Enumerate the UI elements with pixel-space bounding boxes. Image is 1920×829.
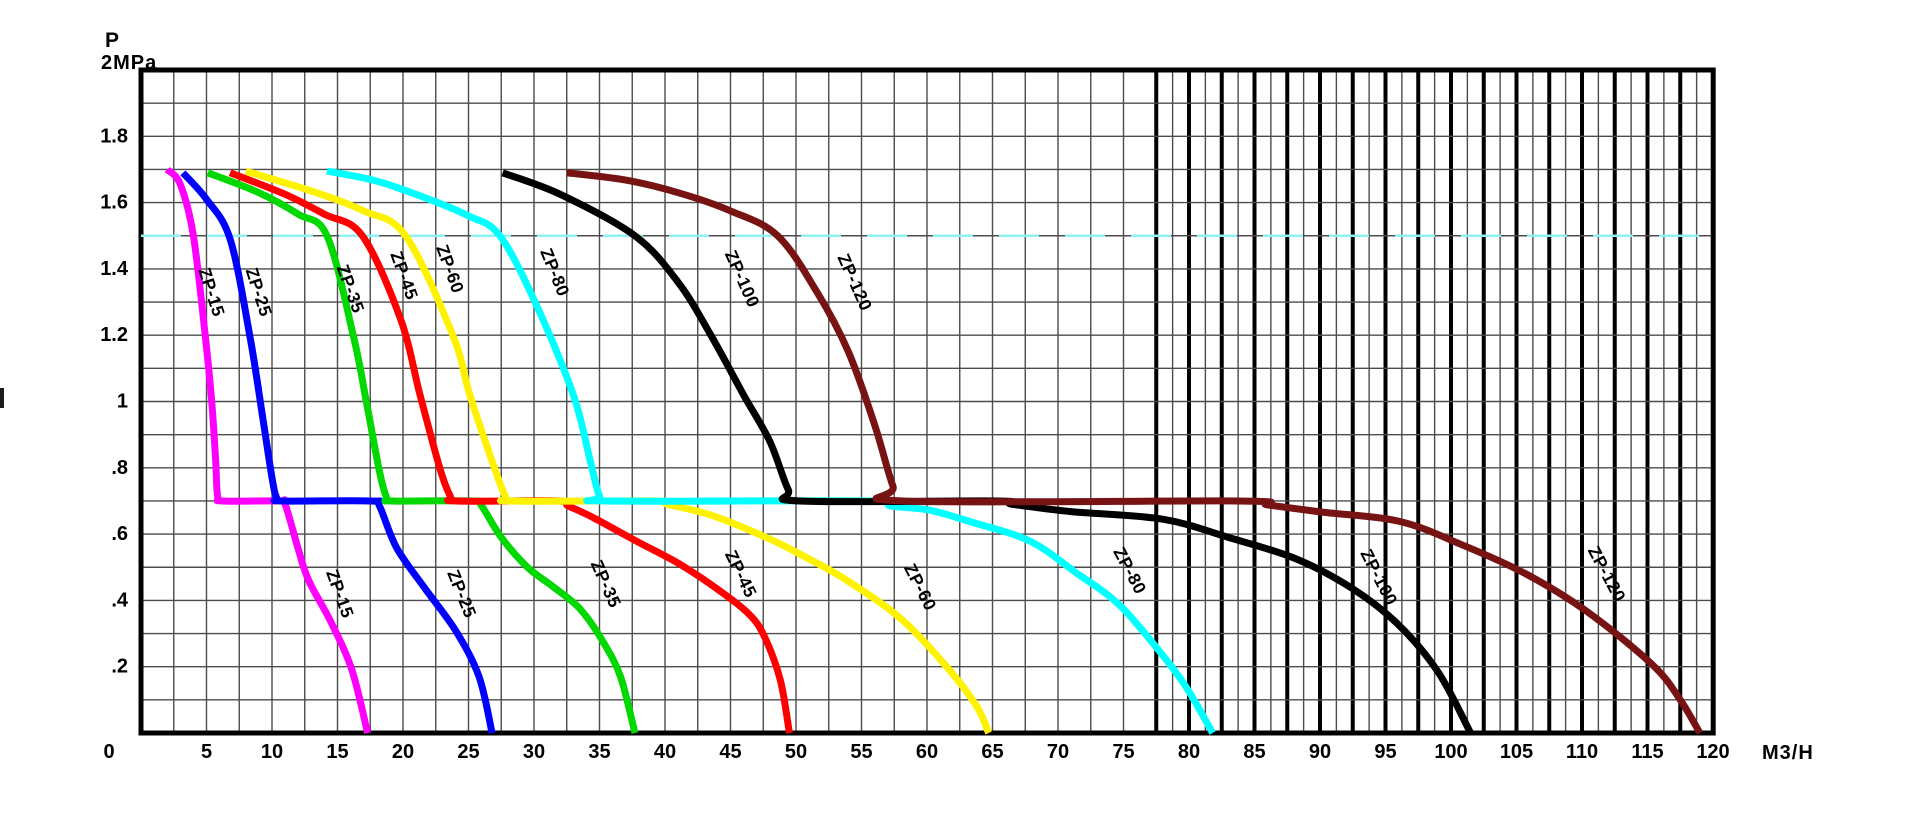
y-tick-label-4: .4 (111, 589, 129, 611)
x-tick-label-110: 110 (1566, 741, 1598, 763)
curve-zp-25 (180, 170, 496, 734)
y-tick-label-8: .8 (111, 457, 128, 479)
left-edge-artifact (0, 388, 4, 408)
x-tick-label-20: 20 (392, 741, 414, 763)
curve-zp-35 (206, 169, 639, 734)
curve-zp-120 (566, 169, 1703, 735)
curve-layer (164, 166, 1703, 735)
x-tick-label-15: 15 (326, 741, 348, 763)
x-tick-label-45: 45 (719, 741, 741, 763)
axis-tick-layer: 0 5 10 15 20 25 30 35 40 45 50 55 60 65 70 75 80 85 90 95 10… (100, 125, 1730, 763)
x-tick-label-35: 35 (588, 741, 610, 763)
x-tick-label-85: 85 (1243, 741, 1265, 763)
x-tick-label-55: 55 (850, 741, 872, 763)
x-tick-label-30: 30 (523, 741, 545, 763)
x-tick-label-120: 120 (1696, 741, 1729, 763)
x-tick-label-40: 40 (654, 741, 676, 763)
x-tick-label-80: 80 (1178, 741, 1200, 763)
x-tick-label-25: 25 (457, 741, 479, 763)
plot-border (138, 67, 1716, 736)
x-tick-label-0: 0 (103, 741, 114, 763)
y-tick-label-1: 1 (117, 391, 128, 413)
y-tick-label-6: .6 (111, 523, 128, 545)
x-tick-label-105: 105 (1500, 741, 1533, 763)
x-tick-label-70: 70 (1047, 741, 1069, 763)
x-axis-unit-label: M3/H (1762, 742, 1814, 764)
x-tick-label-60: 60 (916, 741, 938, 763)
y-tick-label-14: 1.4 (100, 258, 129, 280)
x-tick-label-50: 50 (785, 741, 807, 763)
x-tick-label-95: 95 (1374, 741, 1396, 763)
x-tick-label-10: 10 (261, 741, 283, 763)
curve-zp-15 (164, 166, 371, 734)
y-axis-unit-label: 2MPa (101, 52, 157, 74)
x-tick-label-90: 90 (1309, 741, 1331, 763)
y-tick-label-2: .2 (111, 656, 128, 678)
x-tick-label-5: 5 (201, 741, 212, 763)
x-tick-label-115: 115 (1631, 741, 1663, 763)
x-tick-label-100: 100 (1434, 741, 1467, 763)
y-tick-label-18: 1.8 (100, 125, 128, 147)
y-tick-label-12: 1.2 (100, 324, 128, 346)
curve-zp-80 (326, 167, 1216, 735)
grid-layer (138, 67, 1716, 736)
y-tick-label-16: 1.6 (100, 192, 128, 214)
x-tick-label-65: 65 (981, 741, 1003, 763)
x-tick-label-75: 75 (1112, 741, 1134, 763)
y-axis-symbol-label: P (105, 29, 120, 52)
